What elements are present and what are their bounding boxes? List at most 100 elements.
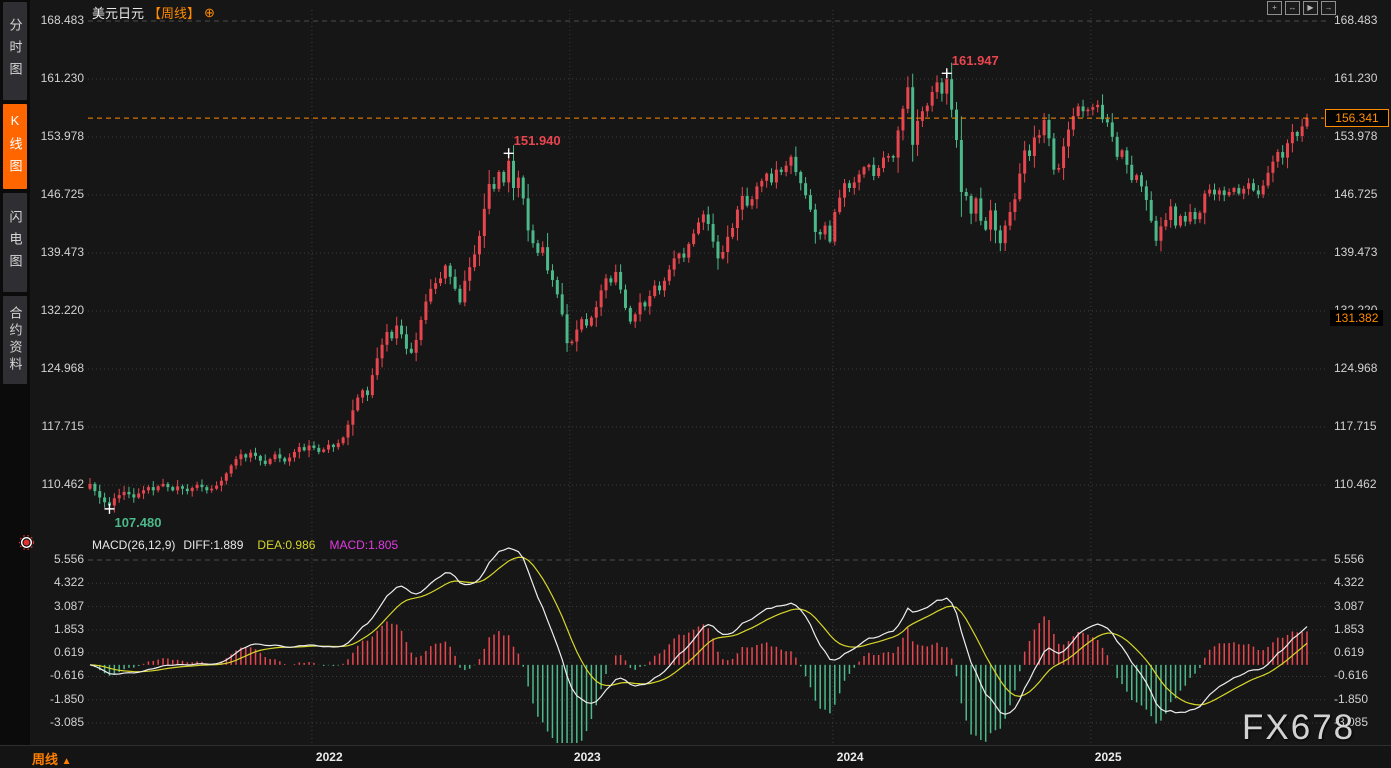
candle[interactable] [370,368,374,399]
candle[interactable] [974,196,978,222]
candle[interactable] [1032,125,1036,168]
candle[interactable] [341,436,345,446]
candle[interactable] [594,300,598,327]
candle[interactable] [1135,173,1139,183]
candle[interactable] [687,241,691,263]
candle[interactable] [429,279,433,305]
candle[interactable] [424,294,428,325]
candle[interactable] [1261,180,1265,198]
fit-horizontal-icon[interactable]: ↔ [1285,1,1300,15]
candle[interactable] [142,485,146,500]
candle[interactable] [560,283,564,317]
candle[interactable] [1057,163,1061,173]
candle[interactable] [307,440,311,458]
candle[interactable] [112,493,116,513]
candle[interactable] [516,170,520,198]
candle[interactable] [901,105,905,141]
candle[interactable] [765,172,769,188]
candle[interactable] [468,257,472,291]
candle[interactable] [843,178,847,207]
candle[interactable] [585,313,589,329]
candle[interactable] [404,326,408,355]
candle[interactable] [993,202,997,244]
candle[interactable] [623,284,627,311]
candle[interactable] [658,281,662,295]
candle[interactable] [127,486,131,499]
tab-flash-chart[interactable]: 闪电图 [3,193,27,292]
candle[interactable] [955,101,959,148]
candle[interactable] [550,264,554,287]
candle[interactable] [784,161,788,177]
candle[interactable] [365,386,369,402]
candle[interactable] [740,187,744,221]
candle[interactable] [400,319,404,339]
add-indicator-icon[interactable]: ⊕ [204,5,215,20]
candle[interactable] [477,230,481,267]
candle[interactable] [1198,210,1202,224]
candle[interactable] [614,264,618,286]
candle[interactable] [234,456,238,470]
candle[interactable] [297,442,301,459]
candle[interactable] [633,312,637,328]
period-selector[interactable]: 周线 ▲ [32,749,72,768]
candle[interactable] [302,443,306,452]
candle[interactable] [531,224,535,248]
candle[interactable] [1169,198,1173,228]
candle[interactable] [1110,113,1114,142]
candle[interactable] [263,454,267,467]
candle[interactable] [146,485,150,494]
candle[interactable] [1066,121,1070,159]
candle[interactable] [662,277,666,297]
candle[interactable] [706,206,710,231]
candle[interactable] [619,264,623,294]
candle[interactable] [249,449,253,463]
candle[interactable] [156,484,160,493]
candle[interactable] [180,484,184,495]
candle[interactable] [1105,113,1109,127]
candle[interactable] [911,73,915,162]
candle[interactable] [808,189,812,212]
candle[interactable] [473,245,477,272]
candle[interactable] [244,453,248,462]
candle[interactable] [443,263,447,285]
candle[interactable] [794,146,798,176]
candle[interactable] [638,293,642,322]
candle[interactable] [648,290,652,315]
candle[interactable] [950,62,954,118]
candle[interactable] [1101,94,1105,123]
candle[interactable] [575,320,579,352]
candle[interactable] [171,485,175,492]
candle[interactable] [925,102,929,117]
candle[interactable] [906,76,910,114]
candle[interactable] [1193,207,1197,225]
candle[interactable] [940,78,944,102]
candle[interactable] [132,488,136,503]
candle[interactable] [317,444,321,455]
candle[interactable] [755,182,759,209]
candle[interactable] [185,484,189,495]
candle[interactable] [210,485,214,493]
candle[interactable] [219,476,223,492]
candle[interactable] [682,247,686,263]
candle[interactable] [1242,185,1246,200]
candle[interactable] [546,232,550,275]
candle[interactable] [103,492,107,508]
candle[interactable] [268,457,272,466]
candle[interactable] [161,478,165,488]
candle[interactable] [920,106,924,128]
candle[interactable] [409,342,413,354]
candle[interactable] [1183,211,1187,227]
candle[interactable] [224,471,228,485]
candle[interactable] [1251,178,1255,192]
candle[interactable] [1232,186,1236,195]
candle[interactable] [283,456,287,465]
candle[interactable] [492,176,496,192]
candle[interactable] [872,157,876,181]
candle[interactable] [229,463,233,478]
candle[interactable] [151,481,155,496]
candle[interactable] [93,482,97,496]
candle[interactable] [1208,184,1212,197]
candle[interactable] [190,486,194,497]
candle[interactable] [312,441,316,451]
